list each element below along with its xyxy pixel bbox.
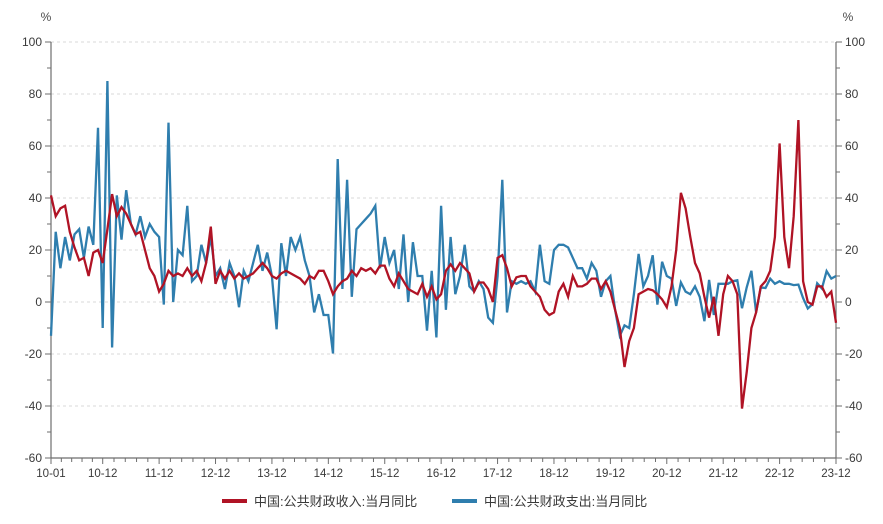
y-axis-tick-label-left: 20 <box>29 243 43 257</box>
x-axis-tick-label: 21-12 <box>708 468 737 480</box>
y-axis-tick-label-right: 100 <box>845 35 865 49</box>
y-axis-tick-label-left: 80 <box>29 87 43 101</box>
x-axis-tick-label: 13-12 <box>257 468 286 480</box>
y-axis-tick-label-left: -40 <box>25 399 43 413</box>
y-axis-tick-label-right: 80 <box>845 87 859 101</box>
y-axis-tick-label-right: -20 <box>845 347 863 361</box>
y-axis-tick-label-left: -60 <box>25 451 43 465</box>
y-axis-tick-label-right: 40 <box>845 191 859 205</box>
legend-item-expenditure: 中国:公共财政支出:当月同比 <box>452 494 647 509</box>
x-axis-tick-label: 22-12 <box>765 468 794 480</box>
y-axis-tick-label-right: 20 <box>845 243 859 257</box>
y-axis-unit-right: % <box>843 10 854 24</box>
x-axis-tick-label: 15-12 <box>370 468 399 480</box>
revenue-line <box>49 119 838 409</box>
x-axis-tick-label: 16-12 <box>426 468 455 480</box>
expenditure-line <box>49 80 837 354</box>
legend-item-revenue: 中国:公共财政收入:当月同比 <box>222 494 417 509</box>
y-axis-tick-label-left: 0 <box>35 295 42 309</box>
y-axis-tick-label-right: 60 <box>845 139 859 153</box>
x-axis-tick-label: 10-01 <box>36 468 65 480</box>
x-axis-tick-label: 23-12 <box>821 468 850 480</box>
legend-label: 中国:公共财政收入:当月同比 <box>254 494 417 509</box>
y-axis-tick-label-right: 0 <box>845 295 852 309</box>
y-axis-tick-label-left: 60 <box>29 139 43 153</box>
y-axis-unit-left: % <box>41 10 52 24</box>
x-axis-tick-label: 11-12 <box>145 468 174 480</box>
x-axis-tick-label: 17-12 <box>483 468 512 480</box>
legend-label: 中国:公共财政支出:当月同比 <box>484 494 647 509</box>
x-axis-tick-label: 10-12 <box>88 468 117 480</box>
x-axis-tick-label: 14-12 <box>314 468 343 480</box>
x-axis-tick-label: 20-12 <box>652 468 681 480</box>
x-axis-tick-label: 18-12 <box>539 468 568 480</box>
y-axis-tick-label-left: 100 <box>22 35 42 49</box>
x-axis-tick-label: 19-12 <box>596 468 625 480</box>
y-axis-tick-label-right: -60 <box>845 451 863 465</box>
x-axis-tick-label: 12-12 <box>201 468 230 480</box>
y-axis-tick-label-right: -40 <box>845 399 863 413</box>
y-axis-tick-label-left: 40 <box>29 191 43 205</box>
y-axis-tick-label-left: -20 <box>25 347 43 361</box>
